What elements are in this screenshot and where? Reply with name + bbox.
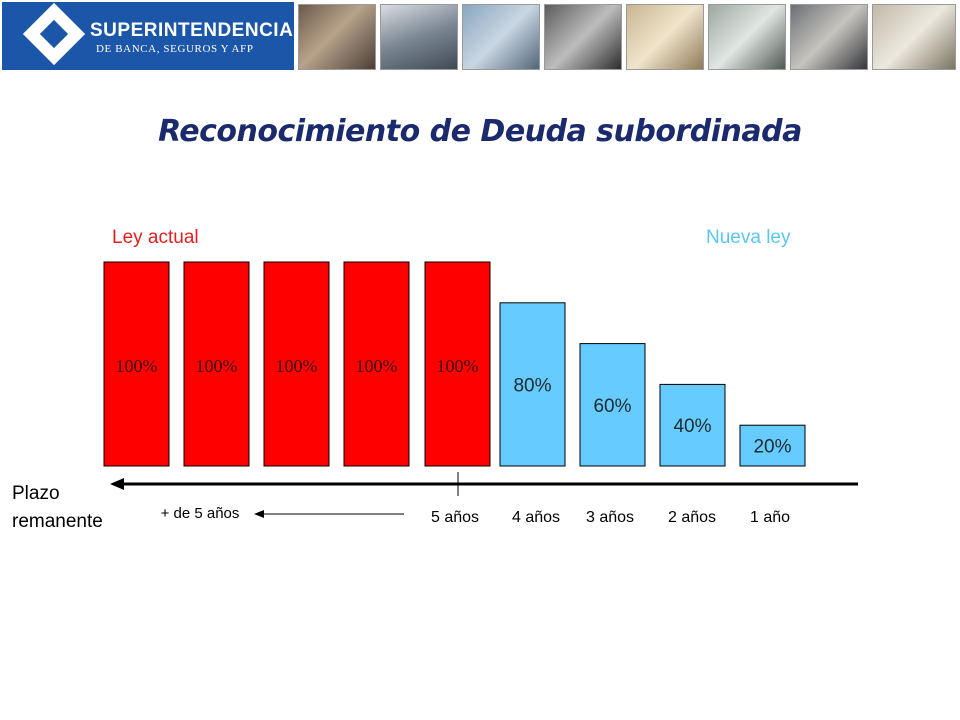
bar <box>183 261 250 467</box>
header-photo <box>708 4 786 70</box>
axis-group <box>110 472 858 518</box>
bar <box>263 261 330 467</box>
bar <box>424 261 491 467</box>
bar <box>343 261 410 467</box>
tick-labels-group: + de 5 años 5 años 4 años 3 años 2 años 1 año <box>161 505 791 526</box>
tick-label: 2 años <box>668 509 716 526</box>
header-photo <box>626 4 704 70</box>
data-label: 100% <box>196 356 238 376</box>
logo-subtitle: DE BANCA, SEGUROS Y AFP <box>96 43 254 55</box>
axis-title-line1: Plazo <box>12 483 60 504</box>
header-photo <box>544 4 622 70</box>
bar <box>739 424 806 467</box>
bar <box>499 302 566 467</box>
header-photo <box>790 4 868 70</box>
tick-label: 1 año <box>750 509 790 526</box>
tick-label: 5 años <box>431 509 479 526</box>
tick-label: 3 años <box>586 509 634 526</box>
data-label: 20% <box>753 437 791 458</box>
legend-nueva-ley: Nueva ley <box>706 227 791 248</box>
axis-title-line2: remanente <box>12 511 103 532</box>
bar <box>103 261 170 467</box>
logo-name: SUPERINTENDENCIA <box>90 20 294 41</box>
bar <box>579 343 646 467</box>
bars-group: 100% 100% 100% 100% 100% 80% 60% 40% 20% <box>103 261 806 467</box>
header-photo <box>298 4 376 70</box>
data-label: 60% <box>593 396 631 417</box>
data-label: 80% <box>513 375 551 396</box>
tick-label: 4 años <box>512 509 560 526</box>
data-label: 100% <box>437 356 479 376</box>
axis-arrowhead-icon <box>110 478 124 490</box>
header-photo <box>380 4 458 70</box>
bar <box>659 383 726 467</box>
range-arrowhead-icon <box>254 510 264 518</box>
logo: SUPERINTENDENCIA DE BANCA, SEGUROS Y AFP <box>2 2 294 70</box>
data-label: 100% <box>356 356 398 376</box>
header-photo <box>462 4 540 70</box>
data-label: 40% <box>673 416 711 437</box>
tick-label: + de 5 años <box>161 505 240 522</box>
legend-ley-actual: Ley actual <box>112 227 199 248</box>
axis-title: Plazo remanente <box>12 480 103 536</box>
data-label: 100% <box>116 356 158 376</box>
data-label: 100% <box>276 356 318 376</box>
header-photo <box>872 4 956 70</box>
header-banner: SUPERINTENDENCIA DE BANCA, SEGUROS Y AFP <box>0 0 960 72</box>
page-title: Reconocimiento de Deuda subordinada <box>158 114 802 149</box>
